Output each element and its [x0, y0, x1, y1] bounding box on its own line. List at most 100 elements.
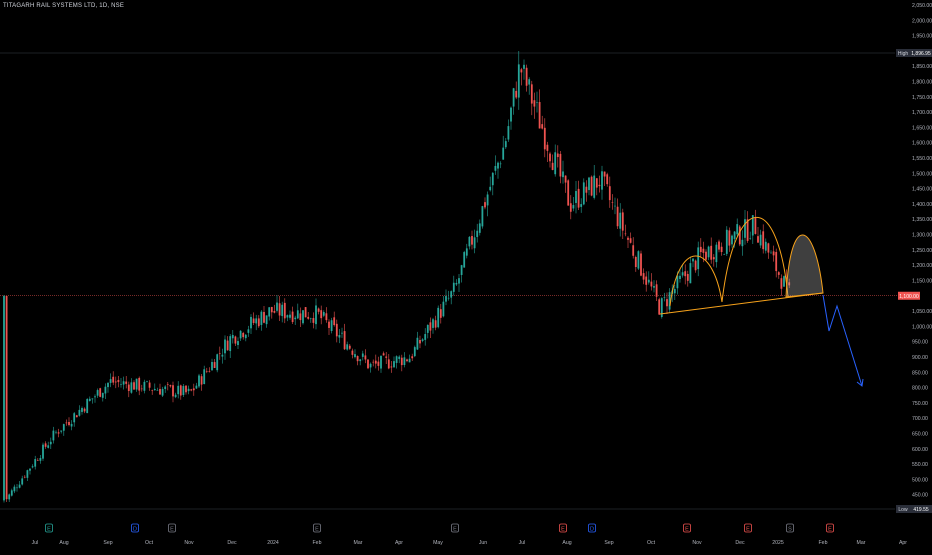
earnings-icon[interactable]: E [45, 523, 53, 533]
candle-body [489, 186, 492, 191]
candle-body [146, 381, 148, 382]
candle-body [510, 107, 512, 122]
candle-body [764, 241, 767, 251]
dividend-icon[interactable]: D [131, 523, 139, 533]
candle-body [757, 236, 759, 243]
price-tick-label: 2,050.00 [912, 3, 932, 9]
candle-body [744, 219, 746, 238]
candle-body [107, 382, 109, 388]
candle-body [481, 206, 484, 227]
candle-body [707, 246, 710, 258]
candle-body [590, 176, 593, 196]
price-tags: High 1,896.95 Low 419.55 1,100.00 [896, 49, 932, 513]
candle-body [647, 279, 650, 283]
candle-body [21, 478, 24, 485]
candle-body [247, 329, 250, 333]
price-tick-label: 1,300.00 [912, 233, 932, 239]
time-tick-label: Apr [395, 540, 403, 546]
candle-body [705, 251, 707, 260]
candle-body [736, 224, 739, 235]
earnings-icon[interactable]: E [313, 523, 321, 533]
price-tick-label: 950.00 [912, 340, 928, 346]
time-tick-label: Mar [354, 540, 363, 546]
candle-body [208, 371, 211, 372]
candle-body [185, 385, 187, 393]
price-tick-label: 1,550.00 [912, 156, 932, 162]
time-axis[interactable]: Jul Aug Sep Oct Nov Dec 2024 Feb Mar Apr May Jun Jul… [32, 540, 908, 546]
low-tag: Low 419.55 [896, 505, 932, 513]
candle-body [502, 147, 505, 160]
earnings-icon[interactable]: E [168, 523, 176, 533]
candle-body [458, 278, 460, 284]
earnings-icon[interactable]: E [559, 523, 567, 533]
earnings-icon[interactable]: E [826, 523, 834, 533]
time-tick-label: Feb [313, 540, 322, 546]
svg-text:E: E [561, 527, 565, 533]
candle-body [26, 470, 29, 478]
low-tag-value: 419.55 [913, 507, 929, 513]
candle-body [200, 376, 203, 385]
candle-body [260, 311, 263, 325]
candle-body [741, 239, 744, 247]
candle-body [91, 398, 94, 400]
split-icon[interactable]: S [786, 523, 794, 533]
candle-body [746, 219, 749, 241]
time-tick-label: Apr [899, 540, 907, 546]
dividend-icon[interactable]: D [588, 523, 596, 533]
candle-body [783, 276, 785, 287]
candle-body [520, 69, 523, 73]
price-tick-label: 550.00 [912, 462, 928, 468]
price-tick-label: 1,950.00 [912, 34, 932, 40]
candle-body [619, 212, 622, 229]
time-tick-label: Jul [32, 540, 39, 546]
candle-body [655, 284, 658, 297]
candle-body [575, 191, 577, 203]
candle-body [3, 295, 5, 501]
time-tick-label: 2024 [267, 540, 279, 546]
candle-body [88, 398, 91, 401]
candle-body [29, 468, 31, 471]
candle-body [515, 90, 518, 98]
candle-body [627, 237, 629, 240]
candle-body [13, 486, 16, 492]
candle-body [234, 336, 237, 344]
candle-body [663, 296, 666, 298]
candle-body [31, 466, 34, 468]
candle-body [86, 399, 89, 414]
candle-body [94, 396, 96, 398]
time-tick-label: May [433, 540, 443, 546]
candle-body [179, 385, 182, 396]
candle-body [642, 273, 645, 280]
candle-body [770, 252, 772, 254]
current-price-tag-value: 1,100.00 [899, 294, 919, 300]
candle-body [650, 281, 653, 287]
candle-body [133, 382, 135, 390]
candle-body [127, 384, 130, 392]
candle-body [637, 251, 640, 269]
price-axis[interactable]: 2,050.002,000.001,950.001,900.001,850.00… [912, 3, 932, 514]
candle-body [463, 252, 466, 268]
svg-text:E: E [685, 527, 689, 533]
earnings-icon[interactable]: E [744, 523, 752, 533]
candle-body [668, 292, 671, 310]
price-tick-label: 1,650.00 [912, 125, 932, 131]
candle-body [725, 229, 728, 254]
candle-body [343, 331, 346, 350]
candle-body [174, 394, 177, 398]
earnings-icon[interactable]: E [683, 523, 691, 533]
earnings-icon[interactable]: E [451, 523, 459, 533]
time-tick-label: Dec [227, 540, 237, 546]
candle-body [611, 202, 614, 203]
candle-body [777, 272, 780, 275]
candle-body [99, 388, 102, 397]
candle-body [348, 345, 351, 349]
candle-body [499, 163, 502, 165]
candle-body [689, 263, 692, 284]
candle-body [226, 340, 229, 351]
candle-body [130, 382, 133, 393]
candle-body [554, 152, 557, 175]
candle-body [767, 243, 770, 253]
candle-body [377, 361, 380, 366]
